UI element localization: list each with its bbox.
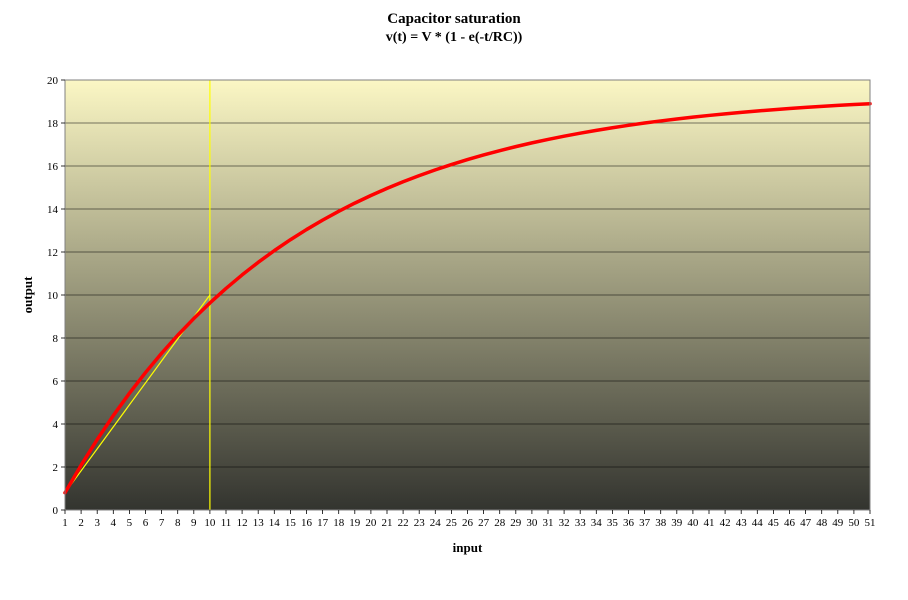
y-tick-label: 14 [47,204,59,216]
x-tick-label: 34 [591,517,603,529]
x-tick-label: 28 [494,517,506,529]
x-tick-label: 51 [865,517,876,529]
x-tick-label: 27 [478,517,490,529]
x-tick-label: 21 [382,517,393,529]
x-tick-label: 26 [462,517,474,529]
x-tick-label: 31 [543,517,554,529]
x-tick-label: 49 [832,517,844,529]
y-tick-label: 6 [53,376,59,388]
chart-area: 0246810121416182012345678910111213141516… [20,70,888,580]
x-tick-label: 19 [349,517,361,529]
x-tick-label: 32 [559,517,570,529]
x-tick-label: 35 [607,517,619,529]
y-tick-label: 4 [53,419,59,431]
y-tick-label: 20 [47,75,59,87]
x-tick-label: 15 [285,517,297,529]
y-axis: 0 2 4 6 8 10 12 14 16 18 20 [47,75,65,517]
x-tick-label: 17 [317,517,329,529]
x-tick-label: 2 [78,517,84,529]
x-tick-label: 16 [301,517,313,529]
chart-titles: Capacitor saturation v(t) = V * (1 - e(-… [0,10,908,46]
x-tick-label: 12 [237,517,248,529]
x-tick-label: 22 [398,517,409,529]
x-tick-label: 30 [526,517,538,529]
x-tick-label: 29 [510,517,522,529]
x-tick-label: 47 [800,517,812,529]
chart-title: Capacitor saturation [0,10,908,28]
x-tick-label: 5 [127,517,133,529]
y-tick-label: 10 [47,290,59,302]
chart-svg: 0246810121416182012345678910111213141516… [20,70,888,580]
y-tick-label: 12 [47,247,58,259]
x-tick-label: 44 [752,517,764,529]
x-tick-label: 46 [784,517,796,529]
x-tick-label: 23 [414,517,426,529]
x-tick-label: 11 [221,517,232,529]
x-tick-label: 25 [446,517,458,529]
x-tick-label: 40 [687,517,699,529]
x-tick-label: 8 [175,517,181,529]
x-tick-label: 41 [704,517,715,529]
x-axis-label: input [453,540,483,555]
x-tick-label: 3 [94,517,100,529]
x-tick-label: 38 [655,517,667,529]
y-tick-label: 8 [53,333,59,345]
x-axis: 1234567891011121314151617181920212223242… [62,510,875,529]
page: Capacitor saturation v(t) = V * (1 - e(-… [0,0,908,600]
x-tick-label: 18 [333,517,345,529]
y-tick-label: 16 [47,161,59,173]
x-tick-label: 20 [365,517,377,529]
x-tick-label: 24 [430,517,442,529]
y-tick-label: 0 [53,505,59,517]
x-tick-label: 50 [848,517,860,529]
y-tick-label: 18 [47,118,59,130]
x-tick-label: 13 [253,517,265,529]
x-tick-label: 1 [62,517,68,529]
x-tick-label: 43 [736,517,748,529]
x-tick-label: 9 [191,517,197,529]
x-tick-label: 10 [204,517,216,529]
y-tick-label: 2 [53,462,59,474]
x-tick-label: 33 [575,517,587,529]
x-tick-label: 45 [768,517,780,529]
x-tick-label: 48 [816,517,828,529]
y-axis-label: output [20,276,35,314]
x-tick-label: 7 [159,517,165,529]
x-tick-label: 37 [639,517,651,529]
x-tick-label: 14 [269,517,281,529]
x-tick-label: 4 [111,517,117,529]
x-tick-label: 42 [720,517,731,529]
x-tick-label: 36 [623,517,635,529]
x-tick-label: 39 [671,517,683,529]
chart-subtitle: v(t) = V * (1 - e(-t/RC)) [0,30,908,46]
x-tick-label: 6 [143,517,149,529]
